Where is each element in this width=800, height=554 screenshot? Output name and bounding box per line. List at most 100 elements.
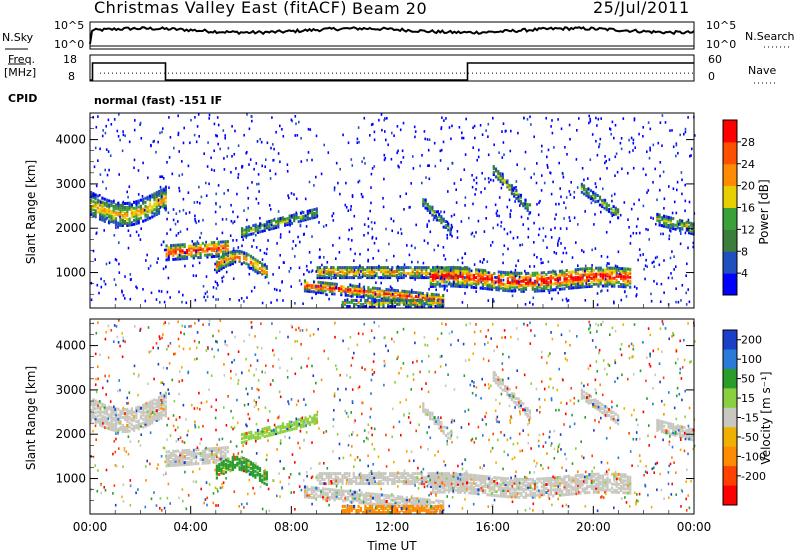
noise-cell xyxy=(448,126,451,129)
noise-cell xyxy=(200,231,203,235)
data-cell xyxy=(188,252,191,256)
data-cell xyxy=(685,222,688,226)
data-cell xyxy=(92,398,95,402)
noise-cell xyxy=(562,172,564,176)
noise-cell xyxy=(533,265,536,268)
data-cell xyxy=(364,272,367,276)
data-cell xyxy=(334,472,337,476)
noise-cell xyxy=(442,246,445,249)
data-cell xyxy=(157,193,161,197)
data-cell xyxy=(418,298,421,302)
data-cell xyxy=(386,480,389,484)
data-cell xyxy=(148,404,152,408)
noise-cell xyxy=(550,236,553,239)
data-cell xyxy=(599,278,602,282)
data-cell xyxy=(459,274,462,278)
noise-cell xyxy=(108,261,111,265)
noise-cell xyxy=(584,210,586,213)
data-cell xyxy=(431,207,434,211)
data-cell xyxy=(411,268,414,272)
noise-cell xyxy=(272,143,274,146)
noise-cell xyxy=(157,140,159,144)
data-cell xyxy=(119,409,122,413)
data-cell xyxy=(96,194,99,198)
data-cell xyxy=(543,285,546,289)
data-cell xyxy=(330,472,333,476)
data-cell xyxy=(556,282,559,285)
noise-cell xyxy=(464,292,466,295)
data-cell xyxy=(332,270,335,274)
data-cell xyxy=(227,257,230,261)
data-cell xyxy=(396,293,399,297)
data-cell xyxy=(126,407,129,411)
data-cell xyxy=(574,278,577,282)
data-cell xyxy=(366,266,369,270)
data-cell xyxy=(144,218,147,222)
data-cell xyxy=(224,456,227,460)
data-cell xyxy=(601,274,605,278)
data-cell xyxy=(254,265,257,269)
data-cell xyxy=(112,220,115,224)
data-cell xyxy=(297,220,300,224)
data-cell xyxy=(346,304,349,308)
data-cell xyxy=(479,268,482,272)
data-cell xyxy=(153,194,156,198)
station-title: Christmas Valley East (fitACF) xyxy=(94,0,348,17)
data-cell xyxy=(577,269,580,273)
data-cell xyxy=(229,252,232,256)
data-cell xyxy=(624,273,627,277)
noise-cell xyxy=(647,121,650,124)
data-cell xyxy=(678,222,682,226)
data-cell xyxy=(325,270,328,274)
data-cell xyxy=(245,468,248,472)
noise-cell xyxy=(300,282,303,286)
noise-cell xyxy=(358,282,361,286)
data-cell xyxy=(470,273,473,277)
data-cell xyxy=(434,284,437,288)
data-cell xyxy=(355,302,358,306)
noise-cell xyxy=(434,164,437,168)
noise-cell xyxy=(95,184,98,188)
data-cell xyxy=(371,492,375,496)
data-cell xyxy=(357,300,360,304)
data-cell xyxy=(215,472,218,476)
data-cell xyxy=(279,430,282,434)
data-cell xyxy=(613,284,616,288)
data-cell xyxy=(428,498,431,502)
noise-cell xyxy=(179,230,182,233)
data-cell xyxy=(574,268,577,272)
data-cell xyxy=(347,289,350,293)
noise-cell xyxy=(564,246,566,250)
noise-cell xyxy=(251,181,253,184)
data-cell xyxy=(313,420,316,423)
noise-cell xyxy=(673,255,675,258)
data-cell xyxy=(112,200,115,204)
noise-cell xyxy=(461,256,464,260)
noise-cell xyxy=(563,217,565,220)
data-cell xyxy=(135,216,138,220)
noise-cell xyxy=(351,194,354,197)
data-cell xyxy=(421,295,424,299)
data-cell xyxy=(376,497,379,501)
data-cell xyxy=(549,278,552,282)
noise-cell xyxy=(258,190,260,193)
data-cell xyxy=(601,284,605,288)
noise-cell xyxy=(216,134,218,138)
noise-cell xyxy=(625,295,628,298)
data-cell xyxy=(428,502,431,506)
data-cell xyxy=(256,465,259,469)
data-cell xyxy=(407,272,410,276)
data-cell xyxy=(219,450,223,454)
data-cell xyxy=(450,266,453,270)
data-cell xyxy=(389,300,392,304)
data-cell xyxy=(94,407,97,411)
data-cell xyxy=(243,436,246,440)
data-cell xyxy=(450,282,453,286)
data-cell xyxy=(240,262,243,266)
data-cell xyxy=(382,478,385,482)
data-cell xyxy=(135,424,138,428)
data-cell xyxy=(155,417,158,420)
data-cell xyxy=(349,290,352,294)
data-cell xyxy=(558,283,562,287)
data-cell xyxy=(420,272,423,276)
